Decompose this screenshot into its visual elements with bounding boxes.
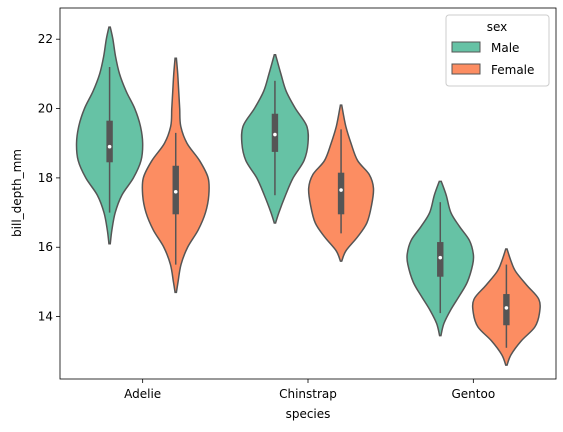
legend-title: sex <box>487 20 508 34</box>
x-tick-label-adelie: Adelie <box>124 387 161 401</box>
violin-group-chinstrap-male <box>240 54 310 224</box>
legend-label-female: Female <box>491 63 534 77</box>
violin-group-gentoo-female <box>471 248 541 366</box>
y-tick-label-22: 22 <box>38 32 53 46</box>
y-tick-label-20: 20 <box>38 102 53 116</box>
y-tick-label-18: 18 <box>38 171 53 185</box>
violin-median-chinstrap-male <box>273 132 277 137</box>
violin-group-chinstrap-female <box>307 104 375 262</box>
legend: sex Male Female <box>445 14 550 87</box>
violin-median-gentoo-female <box>504 306 509 310</box>
x-axis-label: species <box>286 407 331 421</box>
violin-median-adelie-male <box>107 144 112 149</box>
violin-median-gentoo-male <box>438 255 443 260</box>
y-tick-label-14: 14 <box>38 310 53 324</box>
y-axis: 14 16 18 20 22 <box>38 32 60 324</box>
legend-label-male: Male <box>491 41 519 55</box>
x-tick-label-gentoo: Gentoo <box>451 387 495 401</box>
y-tick-label-16: 16 <box>38 240 53 254</box>
violin-iqr-box-chinstrap-female <box>337 172 345 215</box>
legend-swatch-male <box>451 41 481 53</box>
x-axis: Adelie Chinstrap Gentoo <box>124 379 495 401</box>
violin-group-adelie-female <box>141 57 210 294</box>
violin-median-chinstrap-female <box>339 188 343 192</box>
x-tick-label-chinstrap: Chinstrap <box>279 387 337 401</box>
legend-swatch-female <box>451 63 481 75</box>
violin-iqr-box-adelie-male <box>106 120 113 163</box>
violin-group-gentoo-male <box>406 180 475 337</box>
violin-median-adelie-female <box>173 189 178 194</box>
y-axis-label: bill_depth_mm <box>10 149 24 237</box>
violins-layer <box>75 26 541 366</box>
violin-group-adelie-male <box>75 26 144 245</box>
